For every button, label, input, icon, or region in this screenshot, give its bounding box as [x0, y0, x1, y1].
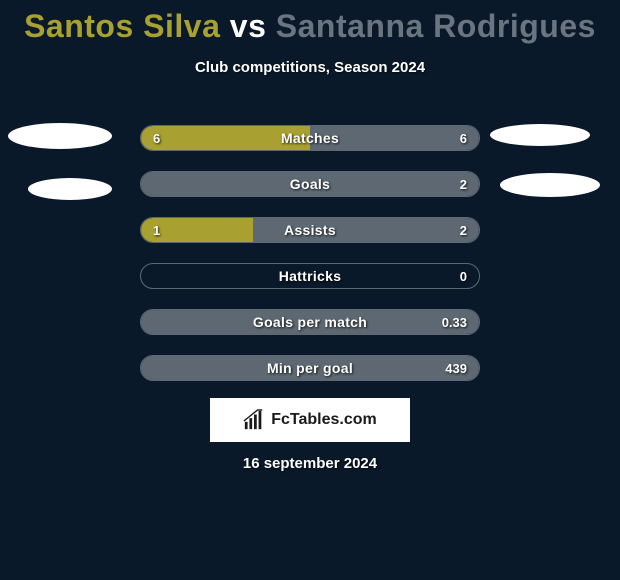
date-label: 16 september 2024	[0, 455, 620, 472]
stat-label: Hattricks	[141, 264, 479, 288]
stat-label: Min per goal	[141, 356, 479, 380]
stat-row: 0Hattricks	[140, 263, 480, 289]
stat-label: Goals per match	[141, 310, 479, 334]
player2-name: Santanna Rodrigues	[276, 8, 596, 44]
branding-text: FcTables.com	[271, 411, 377, 429]
subtitle: Club competitions, Season 2024	[0, 59, 620, 76]
player1-name: Santos Silva	[24, 8, 220, 44]
stat-label: Matches	[141, 126, 479, 150]
avatar-left	[8, 123, 112, 200]
stat-row: 439Min per goal	[140, 355, 480, 381]
stat-label: Assists	[141, 218, 479, 242]
stat-row: 0.33Goals per match	[140, 309, 480, 335]
stat-row: 66Matches	[140, 125, 480, 151]
stat-label: Goals	[141, 172, 479, 196]
stat-row: 12Assists	[140, 217, 480, 243]
stats-container: 66Matches 2Goals 12Assists 0Hattricks 0.33Go…	[140, 125, 480, 401]
avatar-right	[490, 124, 600, 197]
vs-label: vs	[230, 8, 267, 44]
branding-badge: FcTables.com	[210, 398, 410, 442]
chart-icon	[243, 409, 265, 431]
comparison-title: Santos Silva vs Santanna Rodrigues	[0, 0, 620, 45]
stat-row: 2Goals	[140, 171, 480, 197]
